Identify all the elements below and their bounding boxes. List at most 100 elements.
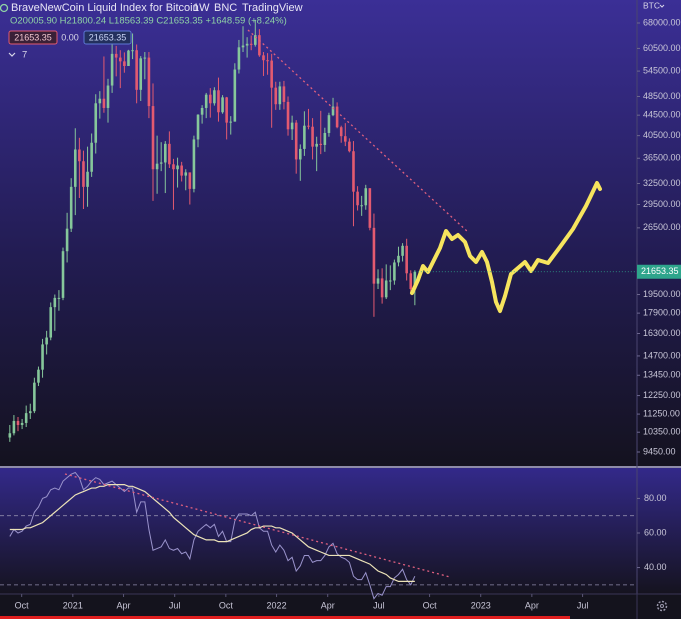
buy-button[interactable] bbox=[83, 30, 132, 45]
candle-body bbox=[192, 139, 196, 189]
candle-body bbox=[298, 148, 302, 160]
candle-body bbox=[258, 35, 261, 56]
candle-body bbox=[86, 171, 89, 187]
candle-body bbox=[397, 255, 400, 263]
candle-body bbox=[372, 227, 376, 284]
candle-body bbox=[118, 57, 122, 62]
y-tick-label: 26500.00 bbox=[643, 222, 681, 232]
candle-body bbox=[135, 50, 138, 90]
candle-body bbox=[33, 382, 36, 412]
candle-body bbox=[61, 251, 65, 298]
candle-body bbox=[393, 262, 396, 281]
candle-body bbox=[180, 165, 183, 176]
candle-body bbox=[413, 271, 417, 289]
source: TradingView bbox=[242, 2, 303, 14]
candle-body bbox=[229, 121, 233, 123]
y-tick-label: 44500.00 bbox=[643, 110, 681, 120]
candle-body bbox=[90, 142, 93, 172]
candle-body bbox=[266, 60, 269, 62]
candle-body bbox=[282, 86, 286, 102]
sell-price[interactable]: 21653.35 bbox=[14, 32, 52, 42]
interval[interactable]: 1W bbox=[193, 2, 210, 14]
indicator-count[interactable]: 7 bbox=[22, 50, 27, 61]
buy-price[interactable]: 21653.35 bbox=[89, 32, 127, 42]
candle-body bbox=[78, 149, 81, 162]
candle-body bbox=[241, 45, 245, 48]
candle-body bbox=[360, 205, 363, 207]
candle-body bbox=[127, 50, 130, 66]
candle-body bbox=[323, 132, 327, 145]
candle-body bbox=[274, 87, 278, 105]
candle-body bbox=[131, 50, 134, 52]
candle-body bbox=[364, 188, 368, 206]
indicator-line bbox=[9, 483, 415, 582]
x-tick-label: 2022 bbox=[267, 600, 287, 610]
candle-body bbox=[294, 122, 298, 160]
candle-body bbox=[49, 307, 53, 338]
currency[interactable]: BTC bbox=[643, 0, 660, 10]
x-tick-label: Oct bbox=[423, 600, 438, 610]
candle-body bbox=[98, 98, 102, 104]
y-tick-label: 54500.00 bbox=[643, 65, 681, 75]
candle-body bbox=[41, 344, 44, 370]
candle-body bbox=[409, 273, 413, 290]
candle-body bbox=[221, 97, 224, 113]
x-tick-label: Oct bbox=[15, 600, 30, 610]
indicator-line bbox=[9, 471, 416, 600]
candle-body bbox=[184, 172, 188, 176]
candle-body bbox=[290, 122, 294, 130]
candle-body bbox=[12, 420, 16, 434]
candle-body bbox=[123, 61, 126, 66]
y-tick-label: 68000.00 bbox=[643, 17, 681, 27]
x-tick-label: 2021 bbox=[63, 600, 83, 610]
spread: 0.00 bbox=[61, 32, 79, 42]
time-axis bbox=[0, 594, 681, 619]
x-tick-label: Jul bbox=[577, 600, 589, 610]
rsi-trendline bbox=[64, 473, 451, 578]
candle-body bbox=[217, 90, 220, 113]
candle-body bbox=[315, 143, 318, 147]
candle-body bbox=[204, 94, 208, 108]
status-icon bbox=[0, 3, 9, 13]
candle-body bbox=[24, 413, 28, 423]
candle-body bbox=[278, 86, 282, 105]
candle-body bbox=[106, 85, 110, 108]
candle-body bbox=[65, 228, 69, 252]
candle-body bbox=[401, 245, 404, 256]
indicators-toggle[interactable] bbox=[8, 52, 16, 57]
candle-body bbox=[45, 337, 48, 345]
y-tick-label: 60.00 bbox=[644, 527, 667, 537]
projection-drawing bbox=[410, 181, 602, 313]
y-tick-label: 10350.00 bbox=[643, 427, 681, 437]
candle-body bbox=[331, 106, 335, 116]
candle-body bbox=[384, 280, 388, 298]
settings-icon-core bbox=[660, 604, 664, 608]
candle-body bbox=[270, 60, 273, 88]
price-pane bbox=[0, 0, 681, 466]
candle-body bbox=[249, 43, 253, 45]
y-tick-label: 40.00 bbox=[644, 562, 667, 572]
candle-body bbox=[82, 161, 85, 187]
candle-body bbox=[380, 278, 384, 298]
candle-body bbox=[143, 57, 147, 59]
settings-icon[interactable] bbox=[656, 600, 668, 612]
y-tick-label: 40500.00 bbox=[643, 130, 681, 140]
x-tick-label: Jul bbox=[373, 600, 385, 610]
candle-body bbox=[168, 143, 171, 165]
currency-dropdown[interactable] bbox=[659, 4, 665, 8]
candle-body bbox=[213, 90, 216, 104]
candle-body bbox=[307, 125, 310, 127]
candle-body bbox=[176, 165, 179, 170]
candle-body bbox=[172, 164, 175, 170]
candle-body bbox=[208, 94, 212, 104]
candle-body bbox=[196, 114, 200, 140]
candle-body bbox=[253, 35, 257, 45]
candle-body bbox=[110, 53, 114, 86]
sell-button[interactable] bbox=[8, 30, 58, 45]
last-price-marker bbox=[637, 264, 681, 279]
candle-body bbox=[147, 57, 151, 107]
ohlc-values: O20005.90 H21800.24 L18563.39 C21653.35 … bbox=[10, 16, 287, 27]
candle-body bbox=[335, 106, 339, 128]
